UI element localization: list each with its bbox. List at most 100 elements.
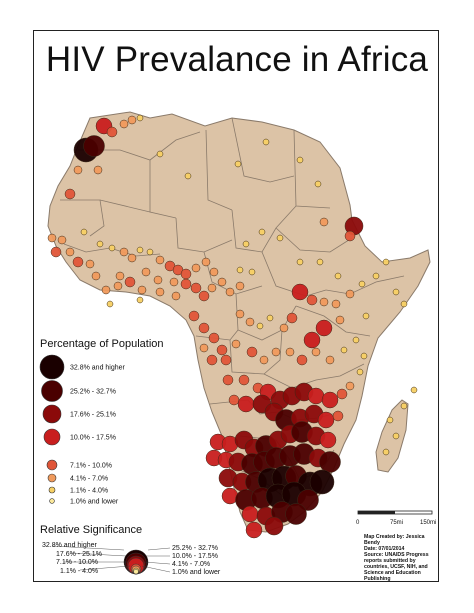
rel-right-label-1: 25.2% - 32.7% [172,545,218,552]
prevalence-dot-75 [291,283,309,301]
prevalence-dot-56 [113,281,123,291]
prevalence-dot-69 [235,309,245,319]
prevalence-dot-114 [307,387,325,405]
prevalence-dot-38 [191,263,201,273]
relative-leader-line-5 [147,547,171,551]
legend-label-6: 4.1% - 7.0% [70,476,108,483]
prevalence-dot-90 [400,300,408,308]
credits-source: Source: UNAIDS Progress reports submitte… [364,552,429,582]
relative-leader-line-2 [71,552,127,557]
prevalence-dot-9 [73,165,83,175]
prevalence-dot-79 [345,289,355,299]
country-borders [60,117,405,501]
prevalence-dot-51 [225,287,235,297]
prevalence-dot-93 [315,319,333,337]
prevalence-dot-46 [180,278,192,290]
prevalence-dot-81 [372,272,380,280]
legend-label-8: 1.0% and lower [70,499,119,506]
prevalence-dot-118 [228,394,240,406]
prevalence-dot-40 [209,267,219,277]
prevalence-dot-70 [245,317,255,327]
prevalence-dot-166 [264,516,284,536]
prevalence-dot-20 [47,233,57,243]
prevalence-dot-83 [258,228,266,236]
prevalence-dot-88 [382,258,390,266]
prevalence-dot-86 [316,258,324,266]
rel-left-label-3: 7.1% - 10.0% [56,559,98,566]
prevalence-dot-165 [245,521,263,539]
prevalence-dot-27 [80,228,88,236]
legend-symbol-2 [41,380,63,402]
relative-symbol-8 [133,568,139,575]
prevalence-dot-60 [106,300,114,308]
prevalence-dot-63 [198,322,210,334]
prevalence-dot-76 [306,294,318,306]
prevalence-dot-8 [93,165,103,175]
prevalence-dot-39 [201,257,211,267]
prevalence-dot-65 [216,344,228,356]
prevalence-dot-45 [169,277,179,287]
legend-label-3: 17.6% - 25.1% [70,412,116,419]
prevalence-dot-11 [156,150,164,158]
prevalence-dot-53 [236,266,244,274]
legend-symbol-4 [43,428,61,446]
relative-significance-symbols [51,545,171,575]
prevalence-dot-2 [83,135,105,157]
prevalence-dot-61 [136,296,144,304]
scale-bar: 0 75mi 150mi [356,510,436,526]
prevalence-dot-126 [332,410,344,422]
prevalence-dot-171 [410,386,418,394]
legend-label-7: 1.1% - 4.0% [70,488,108,495]
legend-symbol-6 [47,473,57,483]
prevalence-dot-24 [72,256,84,268]
legend-symbol-7 [48,486,56,494]
prevalence-dot-169 [382,448,390,456]
prevalence-dot-67 [206,354,218,366]
legend-title: Percentage of Population [40,338,164,350]
map-credits: Map Created by: Jessica Bendy Date: 07/0… [364,534,440,582]
legend-symbol-3 [42,404,62,424]
prevalence-dot-170 [400,402,408,410]
rel-left-label-1: 32.8% and higher [42,542,98,549]
prevalence-dot-44 [153,275,163,285]
prevalence-dot-104 [352,336,360,344]
prevalence-dot-100 [296,354,308,366]
prevalence-dot-29 [108,244,116,252]
prevalence-dot-119 [237,395,255,413]
prevalence-dot-23 [65,247,75,257]
prevalence-dot-59 [171,291,181,301]
prevalence-dot-116 [336,388,348,400]
prevalence-dot-14 [296,156,304,164]
prevalence-dot-107 [222,374,234,386]
prevalence-dot-50 [217,277,227,287]
legend-symbol-5 [46,459,58,471]
prevalence-dot-168 [392,432,400,440]
legend-label-2: 25.2% - 32.7% [70,389,116,396]
scale-label-75: 75mi [390,520,403,526]
relative-leader-line-8 [141,565,171,573]
map-title: HIV Prevalance in Africa [45,40,429,79]
prevalence-dot-32 [136,246,144,254]
prevalence-dot-47 [190,282,202,294]
prevalence-dot-54 [248,268,256,276]
prevalence-dot-31 [127,253,137,263]
scale-bar-fill [358,511,395,514]
prevalence-dot-74 [286,312,298,324]
prevalence-dot-146 [319,451,341,473]
relative-leader-line-4 [79,565,131,571]
prevalence-dot-37 [180,268,192,280]
prevalence-dot-6 [127,115,137,125]
prevalence-dot-73 [279,323,289,333]
prevalence-dot-108 [238,374,250,386]
prevalence-dot-55 [101,285,111,295]
prevalence-dot-19 [319,217,329,227]
rel-right-label-3: 4.1% - 7.0% [172,561,210,568]
prevalence-dot-28 [96,240,104,248]
legend-label-4: 10.0% - 17.5% [70,435,116,442]
prevalence-dot-21 [57,235,67,245]
prevalence-dot-106 [356,368,364,376]
scale-label-0: 0 [356,520,360,526]
rel-right-label-2: 10.0% - 17.5% [172,553,218,560]
